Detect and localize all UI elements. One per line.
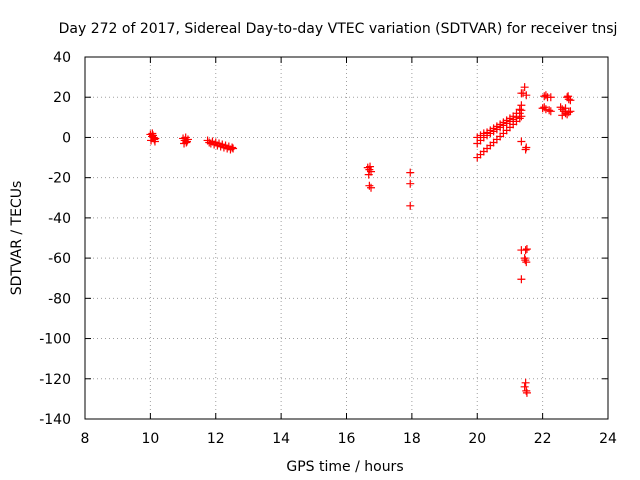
- data-point: [564, 92, 573, 101]
- data-point: [522, 143, 531, 152]
- data-point: [521, 378, 530, 387]
- x-tick-labels: 8 10 12 14 16 18 20 22 24: [81, 431, 617, 447]
- y-tick-label: -80: [48, 291, 71, 307]
- data-point: [229, 144, 238, 153]
- y-tick-label: 0: [62, 130, 71, 146]
- data-point: [406, 168, 415, 177]
- data-point: [181, 133, 190, 142]
- data-point: [561, 104, 570, 113]
- axis-ticks: [84, 56, 609, 420]
- data-point: [406, 201, 415, 210]
- x-tick-label: 18: [403, 431, 421, 447]
- data-point: [486, 126, 495, 135]
- data-point: [538, 104, 547, 113]
- data-point: [541, 91, 550, 100]
- data-point: [216, 142, 225, 151]
- data-points: [146, 83, 575, 397]
- data-point: [517, 275, 526, 284]
- data-point: [210, 140, 219, 149]
- data-point: [545, 106, 554, 115]
- data-point: [476, 131, 485, 140]
- data-point: [512, 109, 521, 118]
- y-tick-label: -20: [48, 171, 71, 187]
- data-point: [406, 179, 415, 188]
- data-point: [213, 141, 222, 150]
- data-point: [520, 254, 529, 263]
- data-point: [540, 92, 549, 101]
- chart-title: Day 272 of 2017, Sidereal Day-to-day VTE…: [59, 21, 618, 37]
- x-tick-label: 16: [338, 431, 356, 447]
- data-point: [148, 129, 157, 138]
- data-point: [521, 145, 530, 154]
- y-tick-label: 20: [53, 90, 71, 106]
- x-tick-label: 22: [534, 431, 552, 447]
- data-point: [540, 103, 549, 112]
- x-tick-label: 8: [81, 431, 90, 447]
- data-point: [182, 137, 191, 146]
- data-point: [150, 135, 159, 144]
- data-point: [517, 101, 526, 110]
- data-point: [206, 139, 215, 148]
- data-point: [366, 162, 375, 171]
- y-tick-label: 40: [53, 50, 71, 66]
- data-point: [520, 83, 529, 92]
- y-tick-label: -100: [39, 332, 71, 348]
- data-point: [564, 108, 573, 117]
- data-point: [546, 107, 555, 116]
- data-point: [556, 103, 565, 112]
- y-tick-label: -120: [39, 372, 71, 388]
- data-point: [147, 136, 156, 145]
- data-point: [492, 122, 501, 131]
- grid-lines: [85, 57, 608, 419]
- y-tick-label: -40: [48, 211, 71, 227]
- y-tick-label: -60: [48, 251, 71, 267]
- data-point: [515, 105, 524, 114]
- x-tick-label: 20: [468, 431, 486, 447]
- data-point: [521, 246, 530, 255]
- data-point: [502, 116, 511, 125]
- data-point: [219, 143, 228, 152]
- x-tick-label: 14: [272, 431, 290, 447]
- y-axis-title: SDTVAR / TECUs: [9, 181, 25, 296]
- data-point: [522, 91, 531, 100]
- data-point: [558, 111, 567, 120]
- data-point: [522, 258, 531, 267]
- data-point: [148, 131, 157, 140]
- data-point: [479, 129, 488, 138]
- data-point: [365, 181, 374, 190]
- data-point: [521, 256, 530, 265]
- data-point: [566, 107, 575, 116]
- data-point: [489, 124, 498, 133]
- data-point: [566, 96, 575, 105]
- data-point: [483, 128, 492, 137]
- data-point: [522, 386, 531, 395]
- x-axis-title: GPS time / hours: [286, 459, 403, 475]
- x-tick-label: 24: [599, 431, 617, 447]
- data-point: [520, 382, 529, 391]
- data-point: [496, 120, 505, 129]
- data-point: [522, 245, 531, 254]
- data-point: [473, 133, 482, 142]
- data-point: [150, 137, 159, 146]
- x-tick-label: 10: [141, 431, 159, 447]
- data-point: [541, 105, 550, 114]
- data-point: [517, 89, 526, 98]
- data-point: [505, 114, 514, 123]
- y-tick-label: -140: [39, 412, 71, 428]
- y-tick-labels: 40 20 0 -20 -40 -60 -80 -100 -120 -140: [39, 50, 71, 428]
- data-point: [367, 183, 376, 192]
- data-point: [228, 143, 237, 152]
- data-point: [522, 388, 531, 397]
- x-tick-label: 12: [207, 431, 225, 447]
- data-point: [546, 93, 555, 102]
- data-point: [517, 137, 526, 146]
- data-point: [499, 118, 508, 127]
- data-point: [364, 170, 373, 179]
